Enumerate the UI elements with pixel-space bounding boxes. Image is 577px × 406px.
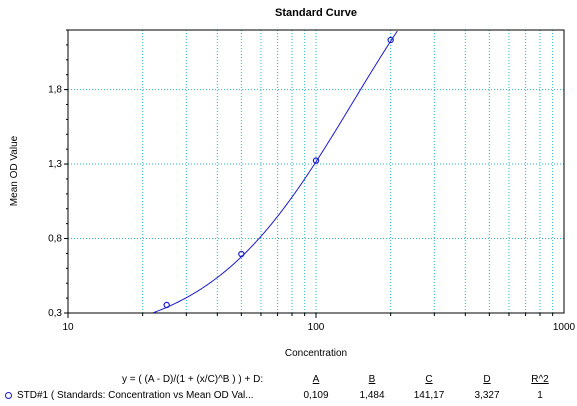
y-tick-label: 1,3 [48, 159, 62, 170]
x-tick-label: 1000 [553, 322, 576, 333]
fit-curve [153, 30, 398, 314]
series-label: STD#1 ( Standards: Concentration vs Mean… [17, 390, 254, 401]
param-value-r2: 1 [537, 390, 543, 401]
param-value-a: 0,109 [303, 390, 329, 401]
legend: y = ( (A - D)/(1 + (x/C)^B ) ) + D: A B … [0, 372, 577, 406]
axis-ticks: 0,3 0,8 1,3 1,8 10 100 1000 [48, 29, 576, 333]
fit-curve-layer [153, 30, 398, 314]
y-tick-label: 0,8 [48, 234, 62, 245]
data-point [387, 36, 394, 44]
y-tick-label: 1,8 [48, 85, 62, 96]
standard-curve-plot: Standard Curve 0,3 0,8 1,3 1,8 10 100 1000 Con… [9, 7, 576, 359]
data-points [163, 36, 394, 309]
x-tick-label: 10 [62, 322, 74, 333]
param-header-a: A [312, 374, 320, 385]
x-tick-label: 100 [308, 322, 325, 333]
data-point [163, 301, 170, 309]
data-point [238, 250, 245, 258]
grid-lines [68, 30, 564, 313]
data-point [312, 157, 320, 164]
legend-equation-row: y = ( (A - D)/(1 + (x/C)^B ) ) + D: A B … [0, 372, 577, 388]
legend-series-row[interactable]: STD#1 ( Standards: Concentration vs Mean… [0, 389, 577, 405]
param-value-d: 3,327 [474, 390, 500, 401]
series-marker-icon [5, 392, 12, 399]
param-header-d: D [483, 374, 491, 385]
param-value-c: 141,17 [413, 390, 445, 401]
param-header-c: C [425, 374, 433, 385]
param-value-b: 1,484 [359, 390, 385, 401]
fit-equation: y = ( (A - D)/(1 + (x/C)^B ) ) + D: [122, 374, 264, 385]
y-tick-label: 0,3 [48, 308, 62, 319]
y-axis-label: Mean OD Value [9, 135, 20, 206]
param-header-b: B [368, 374, 376, 385]
param-header-r2: R^2 [531, 374, 549, 385]
x-axis-label: Concentration [285, 348, 347, 359]
chart-title: Standard Curve [275, 7, 357, 19]
